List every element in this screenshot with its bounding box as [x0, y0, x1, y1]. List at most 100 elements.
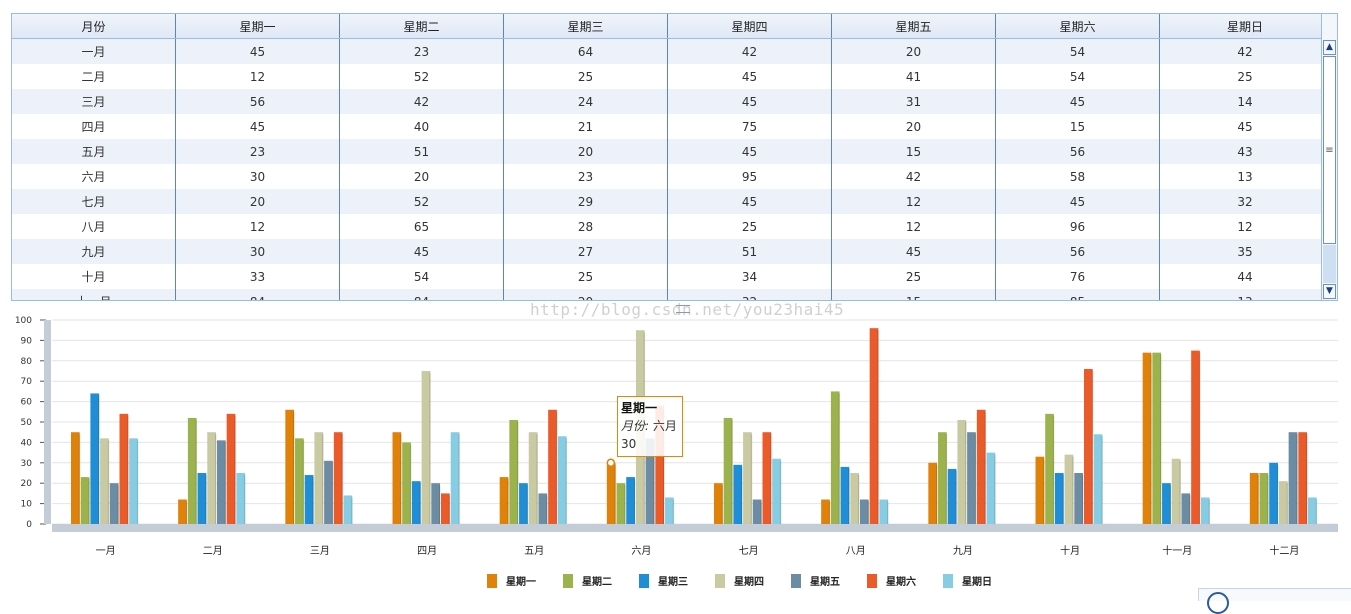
table-row[interactable]: 九月 30 45 27 51 45 56 35 — [12, 239, 1331, 264]
bar — [304, 475, 314, 524]
value-cell: 25 — [1159, 64, 1331, 89]
scroll-up-arrow-icon[interactable]: ▲ — [1323, 40, 1336, 55]
table-row[interactable]: 六月 30 20 23 95 42 58 13 — [12, 164, 1331, 189]
value-cell: 20 — [831, 114, 996, 139]
bar — [928, 462, 938, 524]
bar — [665, 497, 674, 524]
bar — [100, 438, 109, 524]
legend-swatch — [715, 574, 725, 588]
scroll-grip-icon: ≡ — [1325, 145, 1334, 156]
bar-shade — [663, 407, 665, 524]
value-cell: 45 — [667, 89, 832, 114]
y-tick-label: 60 — [21, 398, 33, 408]
bar-shade — [633, 479, 636, 524]
x-tick-label: 八月 — [846, 545, 866, 557]
bar-shade — [136, 440, 139, 524]
bar — [859, 499, 869, 524]
legend-swatch — [563, 574, 573, 588]
month-cell: 四月 — [12, 114, 176, 139]
table-row[interactable]: 七月 20 52 29 45 12 45 32 — [12, 189, 1331, 214]
value-cell: 25 — [667, 214, 832, 239]
table-row[interactable]: 十月 33 54 25 34 25 76 44 — [12, 264, 1331, 289]
column-header[interactable]: 星期二 — [339, 14, 504, 39]
logo-icon — [1207, 592, 1229, 614]
value-cell: 20 — [339, 164, 504, 189]
bar-shade — [994, 454, 996, 524]
y-tick-label: 80 — [21, 357, 33, 367]
bar — [655, 405, 665, 524]
value-cell: 84 — [175, 289, 340, 300]
bar-shade — [127, 415, 129, 524]
table-row[interactable]: 五月 23 51 20 45 15 56 43 — [12, 139, 1331, 164]
table-row[interactable]: 十一月84842032158513 — [12, 289, 1331, 300]
value-cell: 33 — [175, 264, 340, 289]
bar — [80, 477, 90, 524]
scrollbar-thumb[interactable]: ≡ — [1323, 56, 1336, 244]
scroll-down-arrow-icon[interactable]: ▼ — [1323, 284, 1336, 299]
bar — [1171, 458, 1181, 524]
table-row[interactable]: 二月 12 52 25 45 41 54 25 — [12, 64, 1331, 89]
column-header[interactable]: 星期五 — [831, 14, 996, 39]
column-header[interactable]: 星期日 — [1159, 14, 1331, 39]
month-cell: 五月 — [12, 139, 176, 164]
bar-shade — [721, 485, 724, 524]
bar-shade — [1267, 475, 1269, 524]
bar-shade — [234, 415, 236, 524]
value-cell: 12 — [831, 214, 996, 239]
value-cell: 65 — [339, 214, 504, 239]
column-header[interactable]: 月份 — [12, 14, 176, 39]
legend-swatch — [487, 574, 497, 588]
bar — [986, 452, 996, 524]
bar — [1249, 473, 1259, 524]
legend-label: 星期四 — [734, 575, 764, 588]
legend-label: 星期三 — [658, 575, 688, 588]
column-header[interactable]: 星期六 — [995, 14, 1160, 39]
bar — [879, 499, 889, 524]
bar-shade — [1062, 475, 1065, 524]
value-cell: 23 — [503, 164, 668, 189]
bar — [840, 466, 850, 524]
bar-shade — [507, 479, 509, 524]
table-row[interactable]: 三月 56 42 24 45 31 45 14 — [12, 89, 1331, 114]
bar-shade — [984, 411, 987, 524]
value-cell: 31 — [831, 89, 996, 114]
bar — [752, 499, 762, 524]
column-header[interactable]: 星期一 — [175, 14, 340, 39]
bar — [499, 477, 509, 524]
legend-label: 星期日 — [962, 575, 992, 588]
y-tick-label: 10 — [21, 500, 33, 510]
value-cell: 15 — [831, 289, 996, 300]
month-cell: 七月 — [12, 189, 176, 214]
table-row[interactable]: 四月 45 40 21 75 20 15 45 — [12, 114, 1331, 139]
value-cell: 42 — [667, 38, 832, 64]
table-row[interactable]: 八月 12 65 28 25 12 96 12 — [12, 214, 1331, 239]
bar — [1200, 497, 1210, 524]
scrollbar-track[interactable] — [1323, 245, 1336, 283]
bar-shade — [302, 440, 305, 524]
column-header[interactable]: 星期四 — [667, 14, 832, 39]
bar-shade — [98, 395, 100, 524]
value-cell: 95 — [667, 164, 832, 189]
bar-shade — [409, 444, 412, 524]
value-cell: 20 — [503, 289, 668, 300]
bar-shade — [1179, 460, 1181, 524]
value-cell: 96 — [995, 214, 1160, 239]
table-row[interactable]: 一月 45 23 64 42 20 54 42 — [12, 38, 1331, 64]
bar — [324, 460, 333, 524]
value-cell: 51 — [667, 239, 832, 264]
bar — [1084, 368, 1093, 524]
bar — [821, 499, 830, 524]
legend-label: 星期一 — [506, 575, 536, 588]
value-cell: 45 — [831, 239, 996, 264]
bar-shade — [1315, 499, 1318, 524]
bar — [392, 432, 402, 524]
column-header[interactable]: 星期三 — [503, 14, 668, 39]
vertical-scrollbar[interactable]: ▲ ≡ ▼ — [1321, 14, 1337, 300]
bar-shade — [185, 501, 188, 524]
bar-shade — [1160, 354, 1162, 524]
corner-logo-widget — [1198, 588, 1351, 614]
bar — [1035, 456, 1045, 524]
bar — [411, 481, 421, 524]
panel-splitter-handle[interactable] — [676, 305, 690, 313]
bar — [830, 391, 840, 524]
